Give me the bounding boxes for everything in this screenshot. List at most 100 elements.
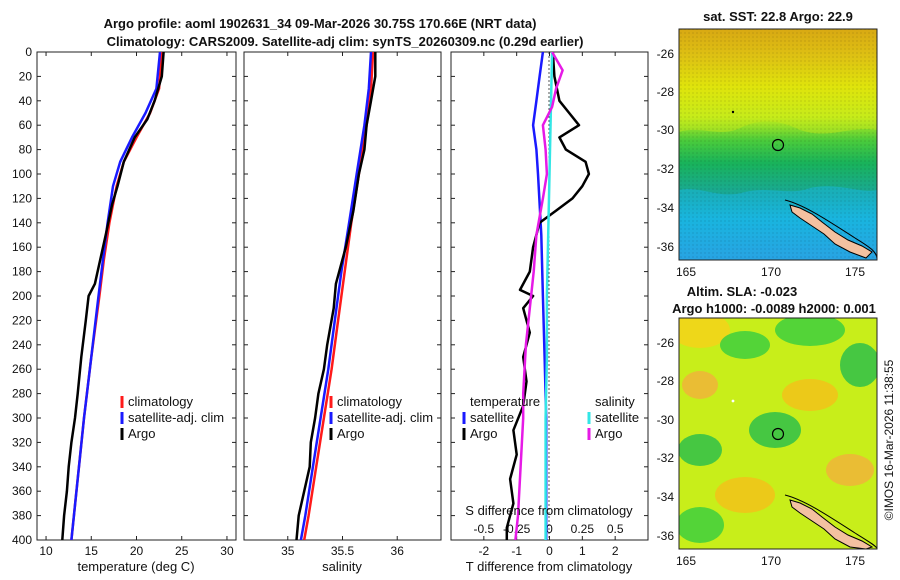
y-tick-label: 340 — [12, 460, 32, 474]
y-tick-label: 300 — [12, 411, 32, 425]
x-tick-label: 10 — [39, 544, 53, 558]
figure-title-line2: Climatology: CARS2009. Satellite-adj cli… — [107, 34, 584, 49]
sla-ytick--34: -34 — [657, 490, 675, 504]
sst-ytick--28: -28 — [657, 85, 675, 99]
sst-pixel-texture — [679, 29, 877, 260]
legend-label-t-argo: Argo — [470, 426, 497, 441]
legend-label-s-argo: Argo — [595, 426, 622, 441]
sla-ytick--36: -36 — [657, 529, 675, 543]
temperature-series — [61, 52, 165, 540]
x-tick-label: 36 — [391, 544, 405, 558]
temperature-y-ticks: 0 20 40 60 80 100 120 140 160 180 200 220 240 260 280 3… — [12, 45, 648, 547]
sla-xtick-165: 165 — [676, 554, 696, 568]
salinity-legend: climatology satellite-adj. clim Argo — [329, 394, 433, 441]
legend-label-t-satellite: satellite — [470, 410, 514, 425]
y-tick-label: 0 — [25, 45, 32, 59]
series-line-argo — [61, 52, 165, 540]
new-caledonia-land — [789, 204, 873, 259]
x-tick-label: 20 — [130, 544, 144, 558]
legend-label-satellite: satellite-adj. clim — [337, 410, 433, 425]
series-line-salinity-argo — [514, 52, 564, 540]
x-tick-label: 35.5 — [331, 544, 355, 558]
sst-argo-position-marker — [771, 138, 785, 152]
legend-label-satellite: satellite-adj. clim — [128, 410, 224, 425]
series-line-satellite-adj-clim — [70, 52, 162, 540]
sst-xtick-170: 170 — [761, 265, 781, 279]
legend-title-temperature: temperature — [470, 394, 540, 409]
temperature-x-label: temperature (deg C) — [77, 559, 194, 574]
y-tick-label: 240 — [12, 338, 32, 352]
y-tick-label: 320 — [12, 435, 32, 449]
sst-map-frame — [678, 28, 878, 261]
sla-anomaly — [826, 454, 874, 486]
sst-ytick--30: -30 — [657, 123, 675, 137]
sst-ytick--32: -32 — [657, 162, 675, 176]
sst-ytick--36: -36 — [657, 240, 675, 254]
y-tick-label: 20 — [19, 69, 33, 83]
y-tick-label: 140 — [12, 216, 32, 230]
sst-xtick-175: 175 — [845, 265, 865, 279]
sla-small-island — [731, 399, 735, 403]
y-tick-label: 380 — [12, 509, 32, 523]
legend-label-argo: Argo — [128, 426, 155, 441]
sla-anomaly — [679, 507, 724, 543]
sla-ytick--30: -30 — [657, 413, 675, 427]
x-tick-label: 2 — [612, 544, 619, 558]
sla-anomaly — [715, 477, 775, 513]
sst-ytick--26: -26 — [657, 47, 675, 61]
sla-ytick--28: -28 — [657, 374, 675, 388]
y-tick-label: 120 — [12, 191, 32, 205]
sla-anomaly — [679, 434, 722, 466]
legend-label-s-satellite: satellite — [595, 410, 639, 425]
sla-map-axes: 165 170 175 -26 -28 -30 -32 -34 -36 — [657, 336, 866, 568]
salinity-x-ticks: 35 35.5 36 — [281, 52, 404, 558]
s-tick-label: 0.5 — [607, 522, 624, 536]
sst-map-axes: 165 170 175 -26 -28 -30 -32 -34 -36 — [657, 47, 866, 279]
y-tick-label: 60 — [19, 118, 33, 132]
series-line-salinity-satellite — [544, 52, 554, 540]
temperature-x-ticks: 10 15 20 25 30 — [39, 52, 234, 558]
imos-timestamp: ©IMOS 16-Mar-2026 11:38:55 — [882, 359, 896, 520]
s-difference-label: S difference from climatology — [465, 503, 633, 518]
x-tick-label: 25 — [175, 544, 189, 558]
y-tick-label: 180 — [12, 265, 32, 279]
y-tick-label: 280 — [12, 387, 32, 401]
x-tick-label: 0 — [546, 544, 553, 558]
s-tick-label: 0.25 — [571, 522, 595, 536]
series-line-temperature-argo — [505, 52, 591, 540]
x-tick-label: 15 — [85, 544, 99, 558]
sla-ytick--26: -26 — [657, 336, 675, 350]
new-caledonia-land — [789, 499, 874, 549]
sla-anomaly — [720, 331, 770, 359]
temperature-panel-frame — [36, 51, 237, 541]
figure-title-line1: Argo profile: aoml 1902631_34 09-Mar-202… — [104, 16, 537, 31]
x-tick-label: -2 — [478, 544, 489, 558]
legend-title-salinity: salinity — [595, 394, 635, 409]
s-tick-label: -0.5 — [473, 522, 494, 536]
x-tick-label: 30 — [220, 544, 234, 558]
sla-map-subtitle: Argo h1000: -0.0089 h2000: 0.001 — [672, 301, 876, 316]
sla-anomaly — [679, 318, 730, 348]
y-tick-label: 80 — [19, 143, 33, 157]
y-tick-label: 160 — [12, 240, 32, 254]
y-tick-label: 100 — [12, 167, 32, 181]
series-line-climatology — [70, 52, 164, 540]
t-difference-label: T difference from climatology — [466, 559, 633, 574]
sla-xtick-175: 175 — [845, 554, 865, 568]
sla-map-frame — [678, 317, 878, 550]
x-tick-label: 1 — [579, 544, 586, 558]
legend-label-climatology: climatology — [128, 394, 194, 409]
series-line-argo — [295, 52, 377, 540]
sst-map-title: sat. SST: 22.8 Argo: 22.9 — [703, 9, 853, 24]
sla-argo-position-marker — [771, 427, 785, 441]
y-tick-label: 360 — [12, 484, 32, 498]
sst-ytick--34: -34 — [657, 201, 675, 215]
temperature-legend: climatology satellite-adj. clim Argo — [120, 394, 224, 441]
sst-depth-contour — [784, 199, 877, 260]
difference-legend: temperature satellite Argo salinity sate… — [462, 394, 639, 441]
y-tick-label: 40 — [19, 94, 33, 108]
x-tick-label: 35 — [281, 544, 295, 558]
sla-xtick-170: 170 — [761, 554, 781, 568]
sla-depth-contour — [784, 494, 877, 549]
y-tick-label: 200 — [12, 289, 32, 303]
